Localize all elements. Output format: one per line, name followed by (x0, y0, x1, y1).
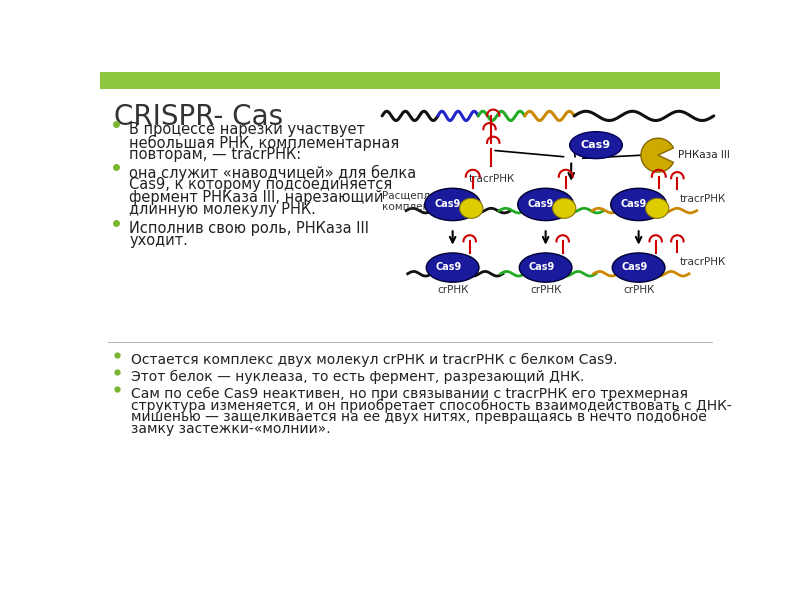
Text: фермент РНКаза III, нарезающий: фермент РНКаза III, нарезающий (130, 190, 384, 205)
Text: структура изменяется, и он приобретает способность взаимодействовать с ДНК-: структура изменяется, и он приобретает с… (131, 398, 732, 413)
Text: повторам, — tracrРНК:: повторам, — tracrРНК: (130, 146, 302, 161)
Text: Сам по себе Cas9 неактивен, но при связывании с tracrРНК его трехмерная: Сам по себе Cas9 неактивен, но при связы… (131, 387, 688, 401)
Text: замку застежки-«молнии».: замку застежки-«молнии». (131, 422, 330, 436)
Text: Cas9: Cas9 (621, 199, 647, 209)
Text: уходит.: уходит. (130, 233, 188, 248)
Ellipse shape (426, 253, 479, 282)
Text: небольшая РНК, комплементарная: небольшая РНК, комплементарная (130, 134, 400, 151)
Text: мишенью — защелкивается на ее двух нитях, превращаясь в нечто подобное: мишенью — защелкивается на ее двух нитях… (131, 410, 706, 424)
Text: crРНК: crРНК (623, 284, 654, 295)
Ellipse shape (519, 253, 572, 282)
Ellipse shape (610, 188, 666, 221)
Text: В процессе нарезки участвует: В процессе нарезки участвует (130, 122, 366, 137)
FancyBboxPatch shape (100, 72, 720, 89)
Text: Расщепляющий
комплекс: Расщепляющий комплекс (382, 191, 469, 212)
Text: Остается комплекс двух молекул crРНК и tracrРНК с белком Cas9.: Остается комплекс двух молекул crРНК и t… (131, 353, 618, 367)
Text: Cas9: Cas9 (436, 262, 462, 272)
Ellipse shape (612, 253, 665, 282)
Text: tracrРНК: tracrРНК (680, 257, 726, 267)
Text: Этот белок — нуклеаза, то есть фермент, разрезающий ДНК.: Этот белок — нуклеаза, то есть фермент, … (131, 370, 584, 384)
Text: crРНК: crРНК (437, 284, 468, 295)
Ellipse shape (570, 131, 622, 158)
Wedge shape (641, 138, 674, 172)
Ellipse shape (646, 198, 669, 218)
Text: tracrРНК: tracrРНК (680, 194, 726, 204)
Text: Cas9: Cas9 (529, 262, 555, 272)
Text: Cas9: Cas9 (528, 199, 554, 209)
Ellipse shape (518, 188, 574, 221)
Text: Cas9: Cas9 (581, 140, 611, 150)
Text: Cas9: Cas9 (622, 262, 648, 272)
Ellipse shape (425, 188, 481, 221)
Text: CRISPR- Cas: CRISPR- Cas (114, 103, 283, 131)
Text: длинную молекулу РНК.: длинную молекулу РНК. (130, 202, 316, 217)
Text: crРНК: crРНК (530, 284, 562, 295)
Text: Cas9: Cas9 (435, 199, 461, 209)
Ellipse shape (553, 198, 576, 218)
Ellipse shape (459, 198, 483, 218)
Text: РНКаза III: РНКаза III (678, 150, 730, 160)
Text: Cas9, к которому подсоединяется: Cas9, к которому подсоединяется (130, 178, 393, 193)
Text: tracrРНК: tracrРНК (468, 173, 514, 184)
Text: Исполнив свою роль, РНКаза III: Исполнив свою роль, РНКаза III (130, 221, 370, 236)
Text: она служит «наводчицей» для белка: она служит «наводчицей» для белка (130, 165, 417, 181)
